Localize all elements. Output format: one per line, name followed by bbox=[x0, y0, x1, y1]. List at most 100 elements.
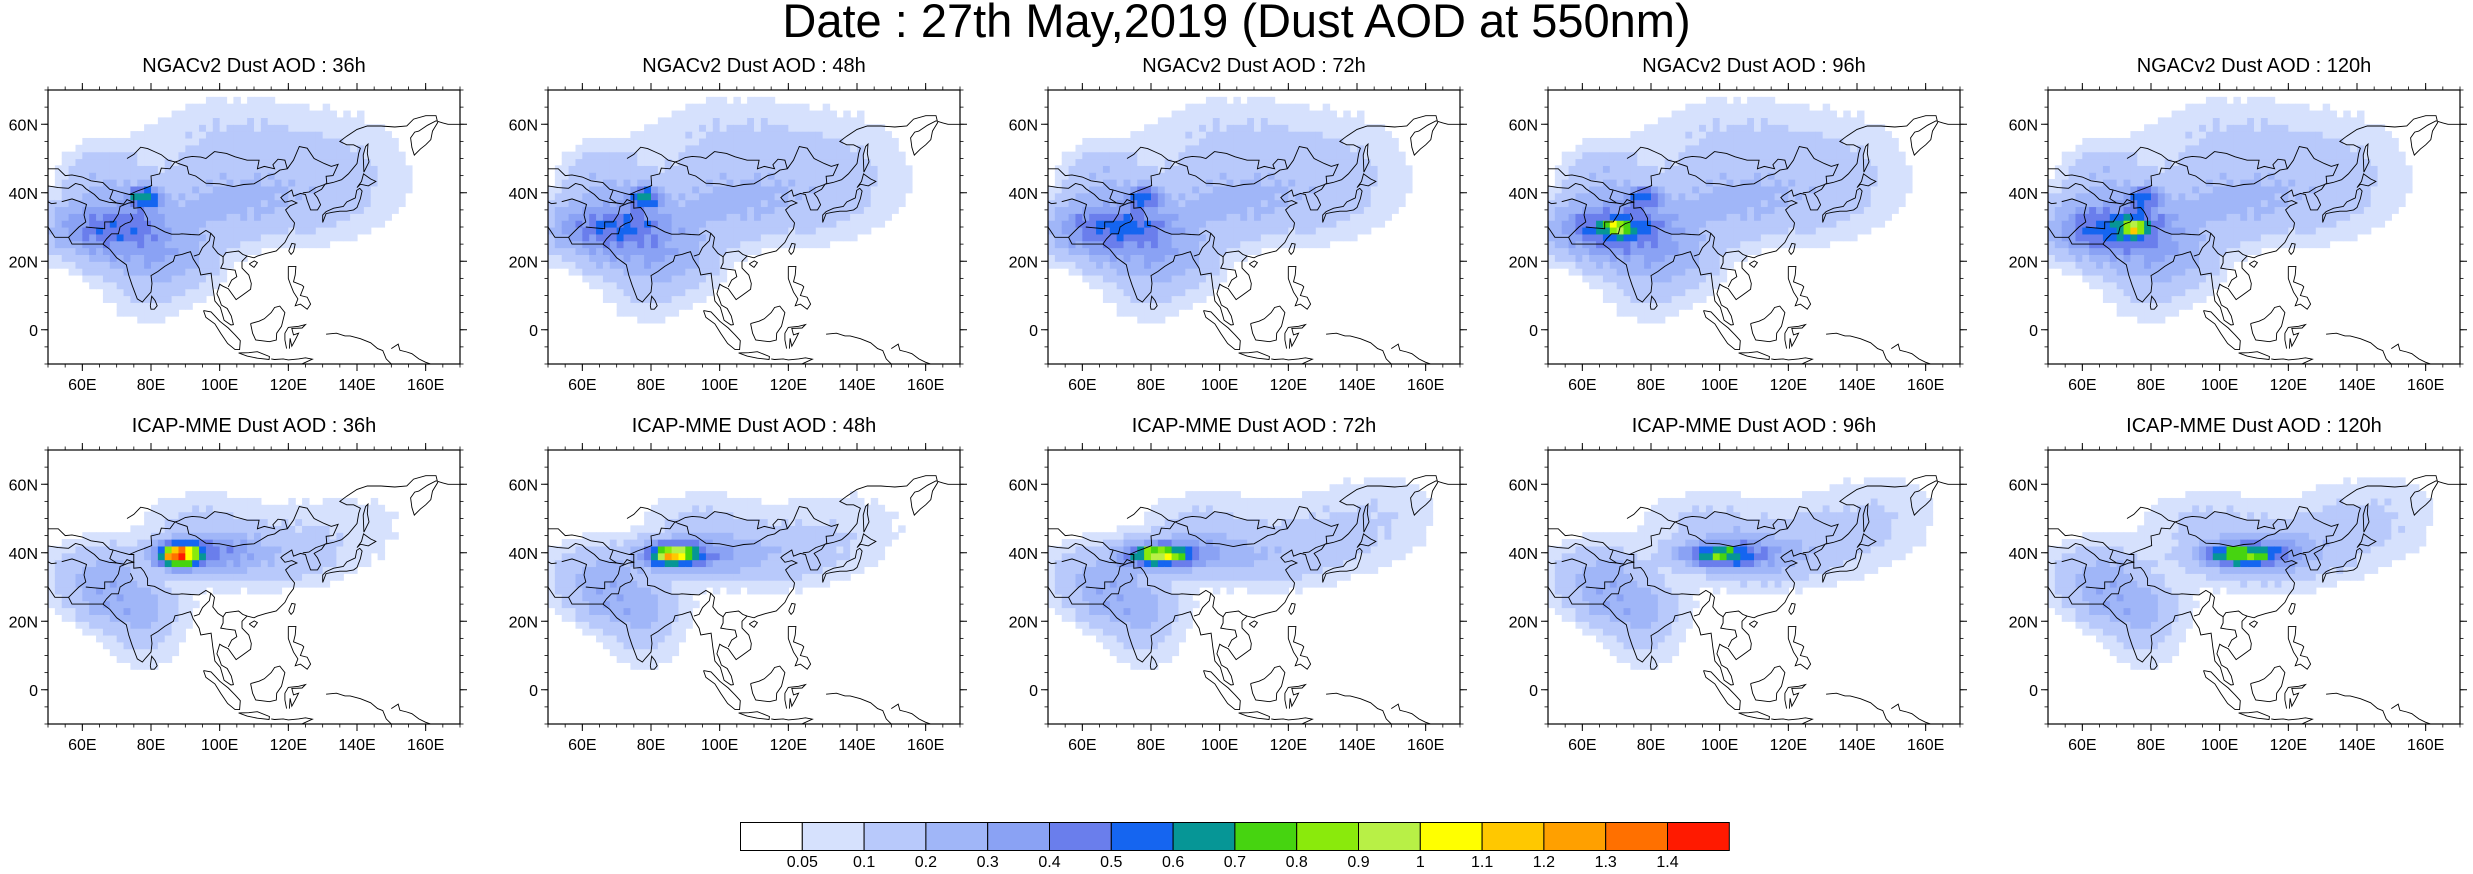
lat-tick-label: 20N bbox=[1009, 254, 1038, 271]
lon-tick-label: 140E bbox=[838, 377, 875, 394]
lat-tick-label: 60N bbox=[509, 117, 538, 134]
lon-tick-label: 140E bbox=[338, 377, 375, 394]
lon-tick-label: 100E bbox=[701, 377, 738, 394]
coastlines bbox=[48, 115, 460, 364]
lon-tick-label: 120E bbox=[2270, 737, 2307, 754]
lat-tick-label: 60N bbox=[509, 477, 538, 494]
colorbar-box bbox=[740, 822, 803, 851]
colorbar-label: 1.1 bbox=[1470, 854, 1494, 871]
panel-title: NGACv2 Dust AOD : 120h bbox=[2136, 55, 2372, 77]
colorbar-box bbox=[1172, 822, 1236, 851]
colorbar-box bbox=[863, 822, 927, 851]
lat-tick-label: 40N bbox=[509, 546, 538, 563]
colorbar-label: 0.9 bbox=[1347, 854, 1370, 871]
colorbar bbox=[740, 822, 1730, 851]
lon-tick-label: 80E bbox=[1137, 737, 1165, 754]
lat-tick-label: 60N bbox=[1509, 477, 1538, 494]
colorbar-box bbox=[1543, 822, 1607, 851]
map-panel: NGACv2 Dust AOD : 96h 60E 80E 100E 120E 140E 1… bbox=[1500, 54, 1967, 404]
lon-tick-label: 120E bbox=[1270, 737, 1307, 754]
dust-aod-field bbox=[1048, 477, 1434, 670]
map-panel: ICAP-MME Dust AOD : 48h 60E 80E 100E 120E 140… bbox=[500, 414, 967, 764]
lon-tick-label: 60E bbox=[1068, 377, 1096, 394]
map-plot: 60E 80E 100E 120E 140E 160E 0 20N 40N 60N bbox=[1009, 443, 1467, 754]
colorbar-box bbox=[1605, 822, 1669, 851]
lat-tick-label: 60N bbox=[9, 477, 38, 494]
coastlines bbox=[1548, 475, 1960, 724]
lat-tick-label: 40N bbox=[9, 546, 38, 563]
lat-tick-label: 20N bbox=[9, 254, 38, 271]
lon-tick-label: 60E bbox=[68, 377, 96, 394]
lon-tick-label: 80E bbox=[637, 377, 665, 394]
dust-aod-field bbox=[2048, 477, 2434, 670]
lon-tick-label: 140E bbox=[1338, 377, 1375, 394]
colorbar-box bbox=[1481, 822, 1545, 851]
lon-tick-label: 120E bbox=[770, 737, 807, 754]
lat-tick-label: 40N bbox=[2009, 186, 2038, 203]
colorbar-label: 1.2 bbox=[1532, 854, 1556, 871]
panel-title: ICAP-MME Dust AOD : 72h bbox=[1131, 415, 1377, 437]
lat-tick-label: 20N bbox=[509, 614, 538, 631]
lon-tick-label: 60E bbox=[568, 737, 596, 754]
lat-tick-label: 20N bbox=[2009, 614, 2038, 631]
colorbar-box bbox=[1110, 822, 1174, 851]
lon-tick-label: 100E bbox=[1701, 377, 1738, 394]
map-plot: 60E 80E 100E 120E 140E 160E 0 20N 40N 60N bbox=[1009, 83, 1467, 394]
lon-tick-label: 120E bbox=[270, 377, 307, 394]
lon-tick-label: 160E bbox=[1407, 737, 1444, 754]
lon-tick-label: 100E bbox=[2201, 377, 2238, 394]
coastlines bbox=[1048, 475, 1460, 724]
lon-tick-label: 100E bbox=[201, 737, 238, 754]
lon-tick-label: 60E bbox=[68, 737, 96, 754]
colorbar-box bbox=[1358, 822, 1421, 851]
lon-tick-label: 160E bbox=[1407, 377, 1444, 394]
lon-tick-label: 80E bbox=[1637, 377, 1665, 394]
dust-aod-field bbox=[1048, 96, 1413, 324]
lat-tick-label: 20N bbox=[2009, 254, 2038, 271]
colorbar-box bbox=[1296, 822, 1360, 851]
lat-tick-label: 40N bbox=[1509, 186, 1538, 203]
dust-aod-field bbox=[548, 491, 906, 670]
lon-tick-label: 60E bbox=[1568, 377, 1596, 394]
coastlines bbox=[548, 475, 960, 724]
lat-tick-label: 60N bbox=[1509, 117, 1538, 134]
colorbar-label: 0.7 bbox=[1223, 854, 1247, 871]
map-panel: NGACv2 Dust AOD : 120h 60E 80E 100E 120E 140E… bbox=[2000, 54, 2467, 404]
figure-title: Date : 27th May,2019 (Dust AOD at 550nm) bbox=[782, 0, 1691, 47]
dust-aod-field bbox=[48, 96, 413, 324]
lat-tick-label: 0 bbox=[29, 683, 38, 700]
lon-tick-label: 100E bbox=[2201, 737, 2238, 754]
lat-tick-label: 20N bbox=[9, 614, 38, 631]
colorbar-label: 0.2 bbox=[914, 854, 938, 871]
colorbar-box bbox=[1234, 822, 1298, 851]
dust-aod-field bbox=[48, 491, 399, 670]
lat-tick-label: 0 bbox=[2029, 323, 2038, 340]
colorbar-label: 0.3 bbox=[976, 854, 999, 871]
map-plot: 60E 80E 100E 120E 140E 160E 0 20N 40N 60N bbox=[509, 83, 967, 394]
lat-tick-label: 0 bbox=[529, 323, 538, 340]
colorbar-label: 0.05 bbox=[786, 854, 818, 871]
lat-tick-label: 40N bbox=[1009, 546, 1038, 563]
coastlines bbox=[48, 475, 460, 724]
lon-tick-label: 140E bbox=[2338, 737, 2375, 754]
lat-tick-label: 20N bbox=[509, 254, 538, 271]
lon-tick-label: 120E bbox=[1770, 377, 1807, 394]
map-panel: NGACv2 Dust AOD : 72h 60E 80E 100E 120E 140E 1… bbox=[1000, 54, 1467, 404]
lon-tick-label: 80E bbox=[2137, 737, 2165, 754]
map-plot: 60E 80E 100E 120E 140E 160E 0 20N 40N 60N bbox=[2009, 83, 2467, 394]
colorbar-label: 1.4 bbox=[1656, 854, 1679, 871]
panel-title: ICAP-MME Dust AOD : 120h bbox=[2126, 415, 2382, 437]
colorbar-label: 0.5 bbox=[1100, 854, 1123, 871]
lon-tick-label: 80E bbox=[1137, 377, 1165, 394]
coastlines bbox=[1048, 115, 1460, 364]
lon-tick-label: 160E bbox=[407, 737, 444, 754]
map-plot: 60E 80E 100E 120E 140E 160E 0 20N 40N 60N bbox=[509, 443, 967, 754]
colorbar-box bbox=[925, 822, 989, 851]
lon-tick-label: 80E bbox=[137, 377, 165, 394]
lon-tick-label: 140E bbox=[1338, 737, 1375, 754]
lon-tick-label: 160E bbox=[1907, 377, 1944, 394]
lon-tick-label: 60E bbox=[2068, 377, 2096, 394]
colorbar-box bbox=[1419, 822, 1483, 851]
panel-title: ICAP-MME Dust AOD : 48h bbox=[631, 415, 877, 437]
lat-tick-label: 0 bbox=[1029, 323, 1038, 340]
